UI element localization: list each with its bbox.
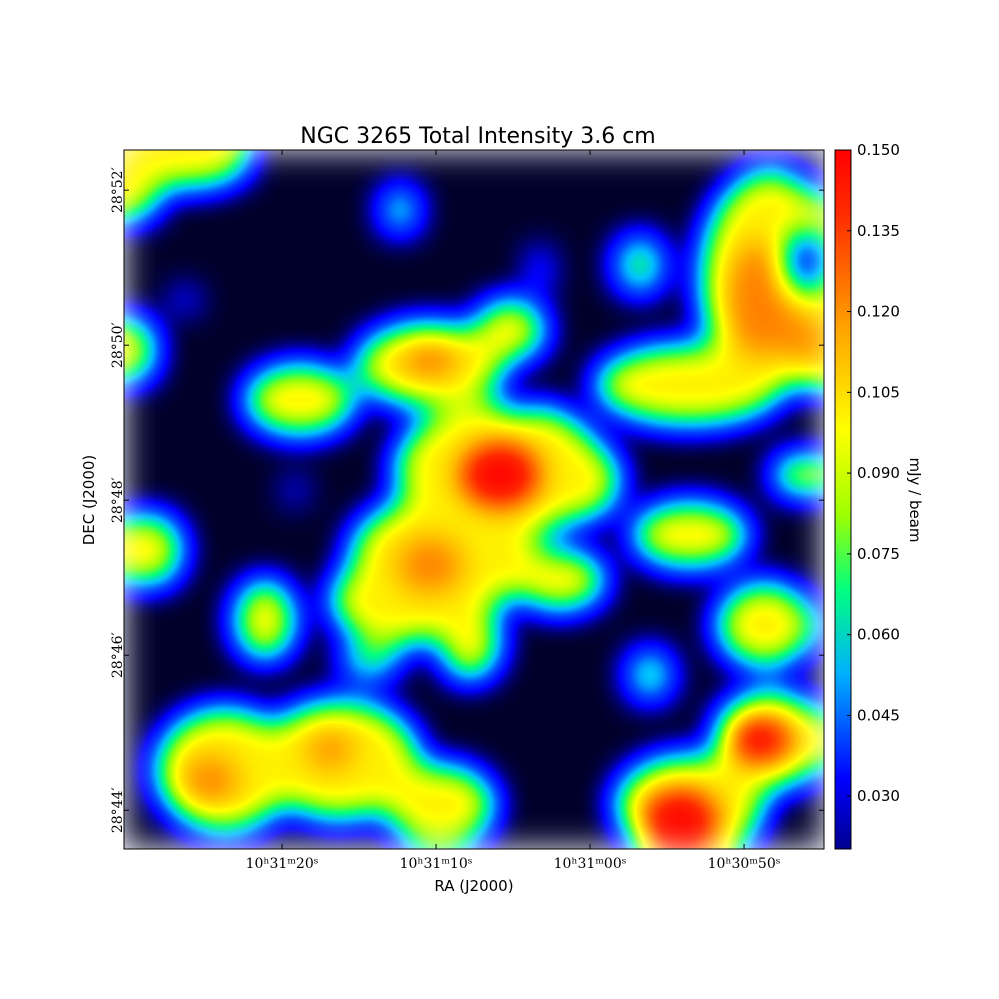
colorbar-tick-label: 0.150 — [857, 141, 900, 159]
colorbar-tick-label: 0.045 — [857, 706, 900, 724]
colorbar — [834, 149, 852, 850]
x-tick-label: 10ʰ30ᵐ50ˢ — [708, 856, 781, 872]
colorbar-tick-label: 0.090 — [857, 464, 900, 482]
chart-title: NGC 3265 Total Intensity 3.6 cm — [300, 124, 655, 149]
colorbar-tick-label: 0.120 — [857, 303, 900, 321]
colorbar-tick-label: 0.060 — [857, 626, 900, 644]
colorbar-tick-label: 0.075 — [857, 545, 900, 563]
x-tick-label: 10ʰ31ᵐ10ˢ — [400, 856, 473, 872]
y-tick-label: 28°52′ — [110, 167, 126, 213]
colorbar-tick-label: 0.030 — [857, 787, 900, 805]
colorbar-tick-label: 0.135 — [857, 222, 900, 240]
x-axis-label: RA (J2000) — [434, 877, 513, 895]
x-tick-label: 10ʰ31ᵐ00ˢ — [554, 856, 627, 872]
colorbar-tick-label: 0.105 — [857, 383, 900, 401]
x-tick-label: 10ʰ31ᵐ20ˢ — [246, 856, 319, 872]
intensity-map — [124, 150, 824, 849]
y-tick-label: 28°50′ — [110, 322, 126, 368]
y-tick-label: 28°44′ — [110, 787, 126, 833]
y-tick-label: 28°48′ — [110, 477, 126, 523]
y-axis-label: DEC (J2000) — [80, 455, 98, 546]
y-tick-label: 28°46′ — [110, 632, 126, 678]
colorbar-label: mJy / beam — [906, 457, 924, 542]
axes-frame — [123, 149, 825, 850]
